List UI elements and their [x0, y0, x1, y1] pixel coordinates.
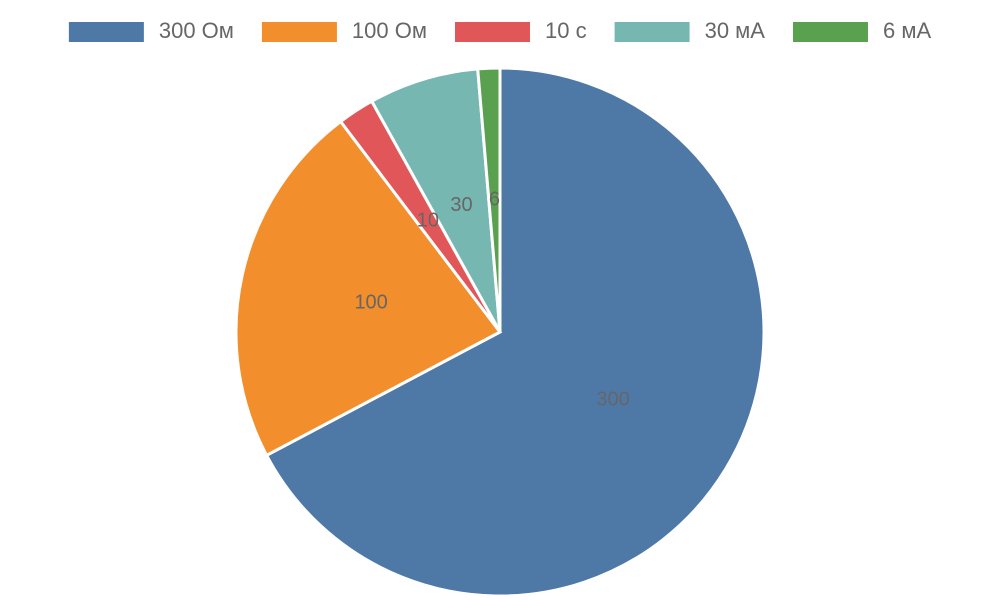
- slice-label: 6: [489, 188, 500, 210]
- legend-swatch: [261, 22, 337, 42]
- legend-label: 10 с: [545, 18, 587, 43]
- legend-label: 6 мА: [883, 18, 931, 43]
- slice-label: 100: [354, 292, 387, 314]
- legend-label: 30 мА: [705, 18, 766, 43]
- slice-label: 300: [596, 388, 629, 410]
- pie-slice: [476, 66, 502, 333]
- pie-slice: [369, 67, 502, 333]
- slice-label: 30: [450, 194, 472, 216]
- legend-swatch: [68, 22, 144, 42]
- legend-swatch: [454, 22, 530, 42]
- pie-slice: [234, 119, 503, 458]
- legend: 300 Ом 100 Ом 10 с 30 мА 6 мА: [68, 18, 931, 43]
- legend-label: 300 Ом: [159, 18, 234, 43]
- pie-slice: [264, 66, 766, 598]
- legend-swatch: [792, 22, 868, 42]
- legend-swatch: [614, 22, 690, 42]
- legend-label: 100 Ом: [352, 18, 427, 43]
- slice-label: 10: [417, 210, 439, 232]
